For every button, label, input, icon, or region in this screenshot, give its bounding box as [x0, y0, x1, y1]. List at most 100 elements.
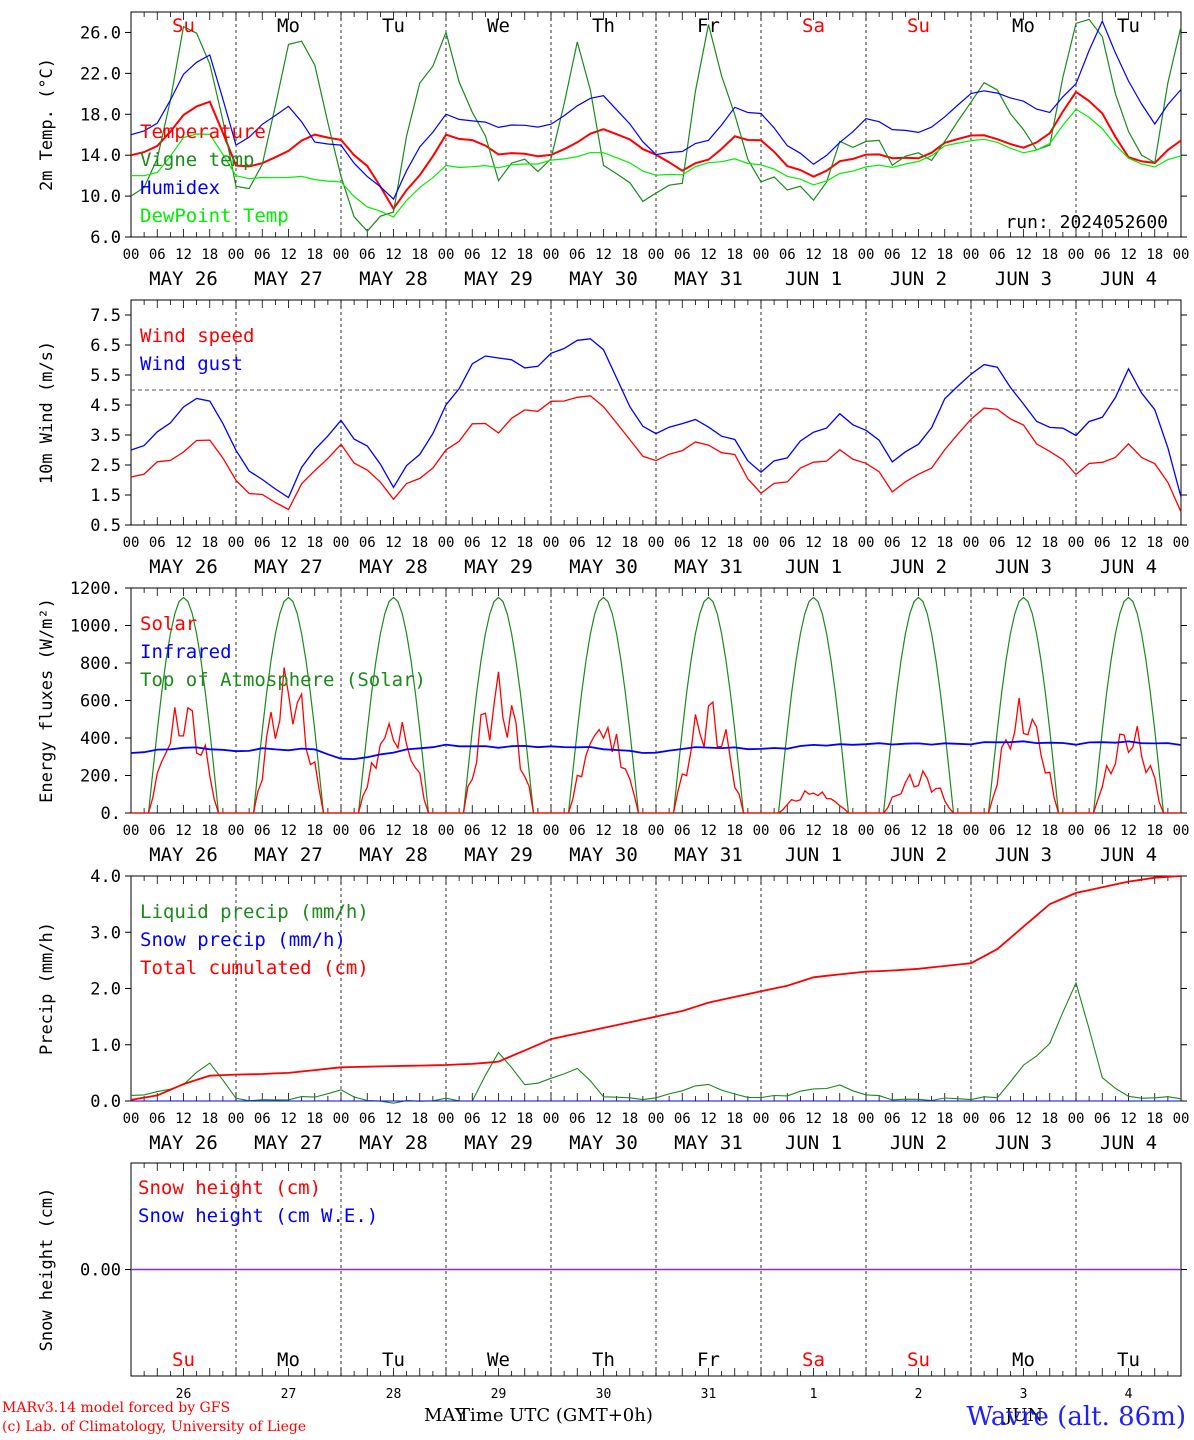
hour-tick-label: 06	[149, 247, 166, 263]
hour-tick-label: 18	[516, 535, 533, 551]
y-tick-label: 14.0	[80, 146, 121, 166]
date-label: MAY 29	[464, 1132, 533, 1154]
day-number-label: 2	[915, 1387, 923, 1402]
hour-tick-label: 06	[569, 823, 586, 839]
legend-item: Temperature	[140, 121, 266, 143]
y-tick-label: 2.5	[90, 456, 121, 476]
hour-tick-label: 06	[884, 1111, 901, 1127]
hour-tick-label: 00	[438, 1111, 455, 1127]
hour-tick-label: 00	[1173, 823, 1190, 839]
date-label: MAY 31	[674, 268, 743, 290]
hour-tick-label: 18	[1146, 247, 1163, 263]
hour-tick-label: 18	[1146, 823, 1163, 839]
hour-tick-label: 18	[1041, 1111, 1058, 1127]
date-label: MAY 27	[254, 556, 323, 578]
date-label: MAY 27	[254, 268, 323, 290]
hour-tick-label: 12	[595, 535, 612, 551]
hour-tick-label: 12	[910, 1111, 927, 1127]
date-label: MAY 31	[674, 844, 743, 866]
hour-tick-label: 18	[306, 1111, 323, 1127]
date-label: JUN 4	[1100, 1132, 1157, 1154]
hour-tick-label: 12	[910, 823, 927, 839]
hour-tick-label: 18	[306, 823, 323, 839]
date-label: JUN 4	[1100, 268, 1157, 290]
y-axis-label: 2m Temp. (°C)	[37, 58, 57, 191]
day-abbr-bottom: Tu	[382, 1349, 405, 1371]
hour-tick-label: 06	[779, 535, 796, 551]
hour-tick-label: 06	[359, 535, 376, 551]
hour-tick-label: 18	[831, 823, 848, 839]
series-total-cumulated-cm-	[130, 875, 1182, 1101]
date-label: JUN 3	[995, 844, 1052, 866]
y-tick-label: 0.0	[90, 1092, 121, 1112]
hour-tick-label: 18	[726, 535, 743, 551]
hour-tick-label: 00	[228, 1111, 245, 1127]
hour-tick-label: 12	[1120, 247, 1137, 263]
hour-tick-label: 12	[1015, 1111, 1032, 1127]
hour-tick-label: 00	[543, 247, 560, 263]
hour-tick-label: 06	[779, 247, 796, 263]
y-tick-label: 1000.	[70, 617, 121, 637]
date-label: MAY 27	[254, 1132, 323, 1154]
hour-tick-label: 12	[700, 1111, 717, 1127]
y-tick-label: 7.5	[90, 306, 121, 326]
hour-tick-label: 00	[333, 535, 350, 551]
hour-tick-label: 00	[123, 247, 140, 263]
x-axis-title: Time UTC (GMT+0h)	[458, 1405, 653, 1426]
day-abbr-top: Mo	[1012, 15, 1035, 37]
hour-tick-label: 00	[333, 823, 350, 839]
y-tick-label: 200.	[80, 767, 121, 787]
date-label: MAY 26	[149, 268, 218, 290]
series-wind-gust	[130, 338, 1182, 499]
hour-tick-label: 06	[359, 1111, 376, 1127]
y-tick-label: 800.	[80, 654, 121, 674]
hour-tick-label: 00	[543, 1111, 560, 1127]
hour-tick-label: 00	[438, 823, 455, 839]
legend-item: Wind speed	[140, 325, 254, 347]
credit-lab: (c) Lab. of Climatology, University of L…	[2, 1419, 307, 1435]
date-label: JUN 2	[890, 1132, 947, 1154]
y-tick-label: 1200.	[70, 579, 121, 599]
hour-tick-label: 06	[254, 823, 271, 839]
hour-tick-label: 00	[753, 247, 770, 263]
hour-tick-label: 00	[228, 823, 245, 839]
month-jun-label: JUN	[1005, 1405, 1044, 1426]
hour-tick-label: 06	[674, 1111, 691, 1127]
y-tick-label: 6.0	[90, 228, 121, 248]
hour-tick-label: 06	[149, 823, 166, 839]
y-tick-label: 22.0	[80, 64, 121, 84]
hour-tick-label: 06	[254, 1111, 271, 1127]
day-abbr-bottom: Sa	[802, 1349, 825, 1371]
day-number-label: 1	[810, 1387, 818, 1402]
panel-frame	[130, 299, 1182, 526]
y-tick-label: 0.5	[90, 516, 121, 536]
hour-tick-label: 12	[280, 247, 297, 263]
date-label: JUN 1	[785, 1132, 842, 1154]
hour-tick-label: 18	[411, 823, 428, 839]
date-label: JUN 1	[785, 844, 842, 866]
date-label: MAY 26	[149, 1132, 218, 1154]
date-label: JUN 3	[995, 268, 1052, 290]
hour-tick-label: 18	[621, 535, 638, 551]
day-abbr-top: Fr	[697, 15, 720, 37]
hour-tick-label: 06	[254, 535, 271, 551]
hour-tick-label: 00	[1068, 535, 1085, 551]
y-tick-label: 0.00	[80, 1261, 121, 1281]
hour-tick-label: 00	[228, 535, 245, 551]
month-may-label: MAY	[424, 1405, 467, 1426]
y-tick-label: 10.0	[80, 187, 121, 207]
legend-item: Snow height (cm)	[138, 1177, 321, 1199]
hour-tick-label: 06	[989, 1111, 1006, 1127]
hour-tick-label: 12	[910, 535, 927, 551]
hour-tick-label: 12	[490, 823, 507, 839]
hour-tick-label: 00	[333, 1111, 350, 1127]
day-abbr-bottom: Th	[592, 1349, 615, 1371]
y-tick-label: 2.0	[90, 980, 121, 1000]
day-abbr-bottom: Mo	[277, 1349, 300, 1371]
hour-tick-label: 18	[201, 823, 218, 839]
hour-tick-label: 06	[1094, 535, 1111, 551]
hour-tick-label: 00	[753, 535, 770, 551]
hour-tick-label: 00	[963, 535, 980, 551]
hour-tick-label: 06	[989, 535, 1006, 551]
series-liquid-precip-mm-h-	[130, 981, 1182, 1104]
